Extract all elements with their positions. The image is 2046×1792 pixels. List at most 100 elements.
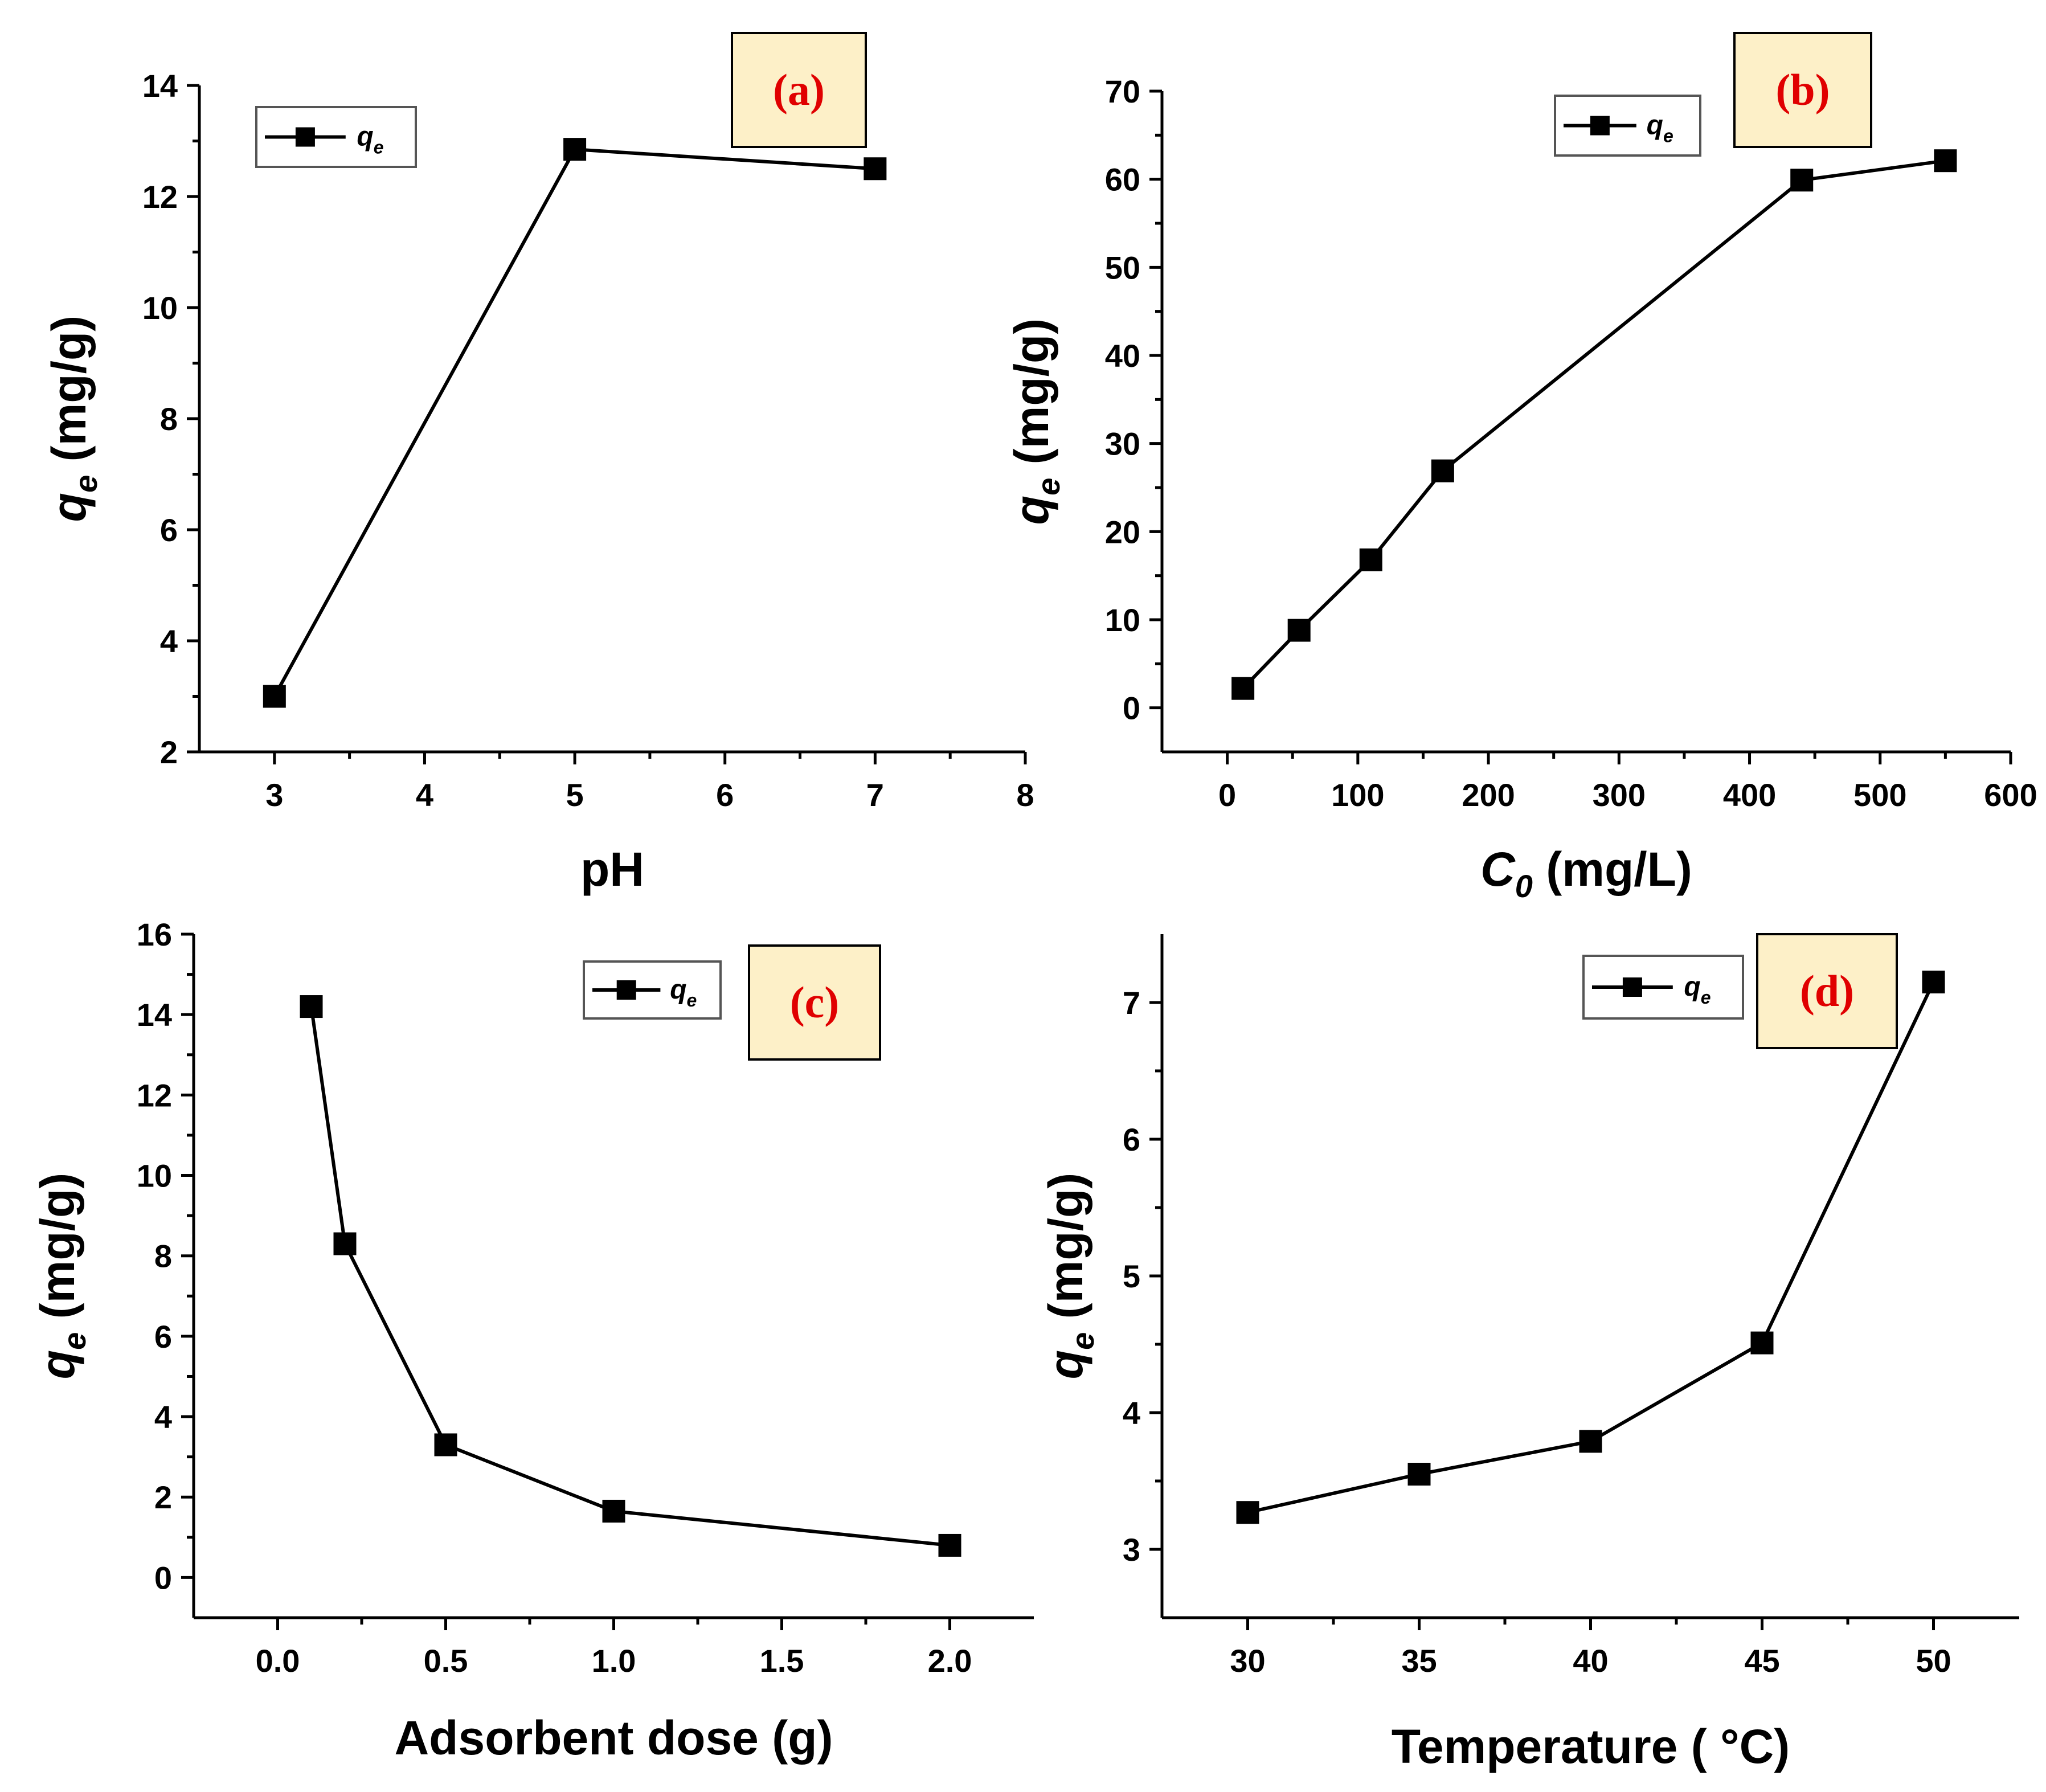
x-tick-label: 2.0 [928,1643,972,1679]
y-tick-label: 12 [142,179,178,215]
y-tick-label: 3 [1123,1532,1140,1568]
x-tick-label: 8 [1016,777,1034,813]
y-tick-label: 7 [1123,985,1140,1021]
y-axis-title-subscript: e [56,1332,92,1350]
y-axis-title-subscript: e [68,475,104,493]
legend-label: qe [1684,972,1711,1008]
legend-label: qe [670,975,697,1010]
series-line [273,148,875,697]
data-point [1750,1331,1774,1355]
panel-label-box [748,944,881,1061]
x-tick-label: 4 [416,777,433,813]
x-axis-title-subscript: 0 [1515,868,1533,904]
y-tick-label: 0 [1123,690,1140,726]
legend-label: qe [1647,111,1673,146]
y-axis-title-subscript: e [1065,1332,1100,1350]
data-point [1790,169,1814,192]
data-point [602,1499,625,1523]
x-tick-label: 100 [1331,777,1384,813]
chart-panel-c: 0 2 4 6 8 10 12 14 16 0.0 0.5 1.0 1.5 2.0 Adsorbent do… [31,917,1034,1765]
y-axis-title: qe (mg/g) [42,316,104,522]
y-axis-title-main: q [31,1350,84,1379]
y-tick-label: 6 [160,512,178,548]
x-axis-title: Temperature ( °C) [1392,1720,1790,1773]
legend-marker-sample [616,980,636,1000]
y-tick-label: 50 [1105,249,1140,285]
data-point [434,1433,457,1456]
y-tick-label: 2 [154,1479,172,1515]
panel-label: (a) [773,65,825,114]
data-point [1359,548,1382,571]
legend-marker-sample [295,127,315,147]
data-point [1407,1463,1431,1486]
y-axis-title-unit: (mg/g) [31,1173,84,1332]
x-tick-label: 1.0 [592,1643,636,1679]
y-tick-label: 70 [1105,73,1140,109]
y-axis-title-main: q [1039,1350,1092,1379]
x-tick-label: 35 [1401,1643,1437,1679]
legend: qe [583,960,722,1020]
legend-label-main: q [1647,111,1663,141]
y-axis-title-unit: (mg/g) [1039,1173,1092,1332]
x-tick-label: 5 [566,777,584,813]
y-axis-title: qe (mg/g) [1039,1173,1100,1379]
y-tick-label: 8 [160,401,178,437]
x-tick-label: 500 [1853,777,1906,813]
x-tick-label: 40 [1573,1643,1608,1679]
x-tick-label: 300 [1593,777,1646,813]
legend: qe [255,106,417,168]
x-axis-title: pH [580,842,644,896]
legend: qe [1582,955,1744,1020]
legend-label-main: q [670,975,686,1005]
x-tick-label: 30 [1230,1643,1265,1679]
x-tick-label: 600 [1984,777,2037,813]
y-tick-label: 12 [137,1077,172,1113]
x-tick-label: 0.5 [424,1643,468,1679]
data-point [1231,677,1255,700]
y-axis-title: qe (mg/g) [31,1173,92,1379]
data-point [300,995,323,1018]
y-tick-label: 0 [154,1560,172,1595]
data-point [1431,459,1454,482]
y-tick-label: 14 [142,68,178,104]
y-tick-label: 4 [1123,1395,1140,1431]
panel-label: (d) [1800,966,1854,1016]
data-point [1579,1430,1602,1453]
x-axis-title: Adsorbent dose (g) [395,1711,833,1765]
x-tick-label: 200 [1462,777,1515,813]
y-tick-label: 40 [1105,338,1140,374]
legend-marker-sample [1590,116,1610,136]
data-point [263,685,286,708]
data-point [1934,149,1957,173]
y-tick-label: 30 [1105,426,1140,462]
x-axis-title-main: C [1480,842,1516,896]
y-tick-label: 5 [1123,1258,1140,1294]
x-axis-title-main: Adsorbent dose (g) [395,1711,833,1765]
x-tick-label: 0.0 [256,1643,300,1679]
series-line [1241,159,1946,690]
data-point [938,1533,961,1557]
data-point [333,1232,357,1255]
y-tick-label: 4 [154,1399,172,1435]
legend-label-subscript: e [374,137,384,158]
x-tick-label: 6 [716,777,734,813]
y-axis-title: qe (mg/g) [1005,318,1066,525]
legend-marker-sample [1622,977,1642,997]
x-tick-label: 50 [1916,1643,1951,1679]
x-axis-title: C0 (mg/L) [1480,842,1692,904]
y-axis-title-unit: (mg/g) [1005,318,1058,478]
y-tick-label: 10 [1105,602,1140,638]
y-tick-label: 2 [160,734,178,770]
panel-label-box [1733,32,1872,148]
data-point [864,157,887,181]
y-tick-label: 16 [137,917,172,952]
y-axis-title-unit: (mg/g) [42,316,96,475]
x-axis-title-main: Temperature ( °C) [1392,1720,1790,1773]
y-tick-label: 14 [137,997,172,1033]
x-tick-label: 45 [1744,1643,1779,1679]
y-tick-label: 6 [154,1319,172,1355]
